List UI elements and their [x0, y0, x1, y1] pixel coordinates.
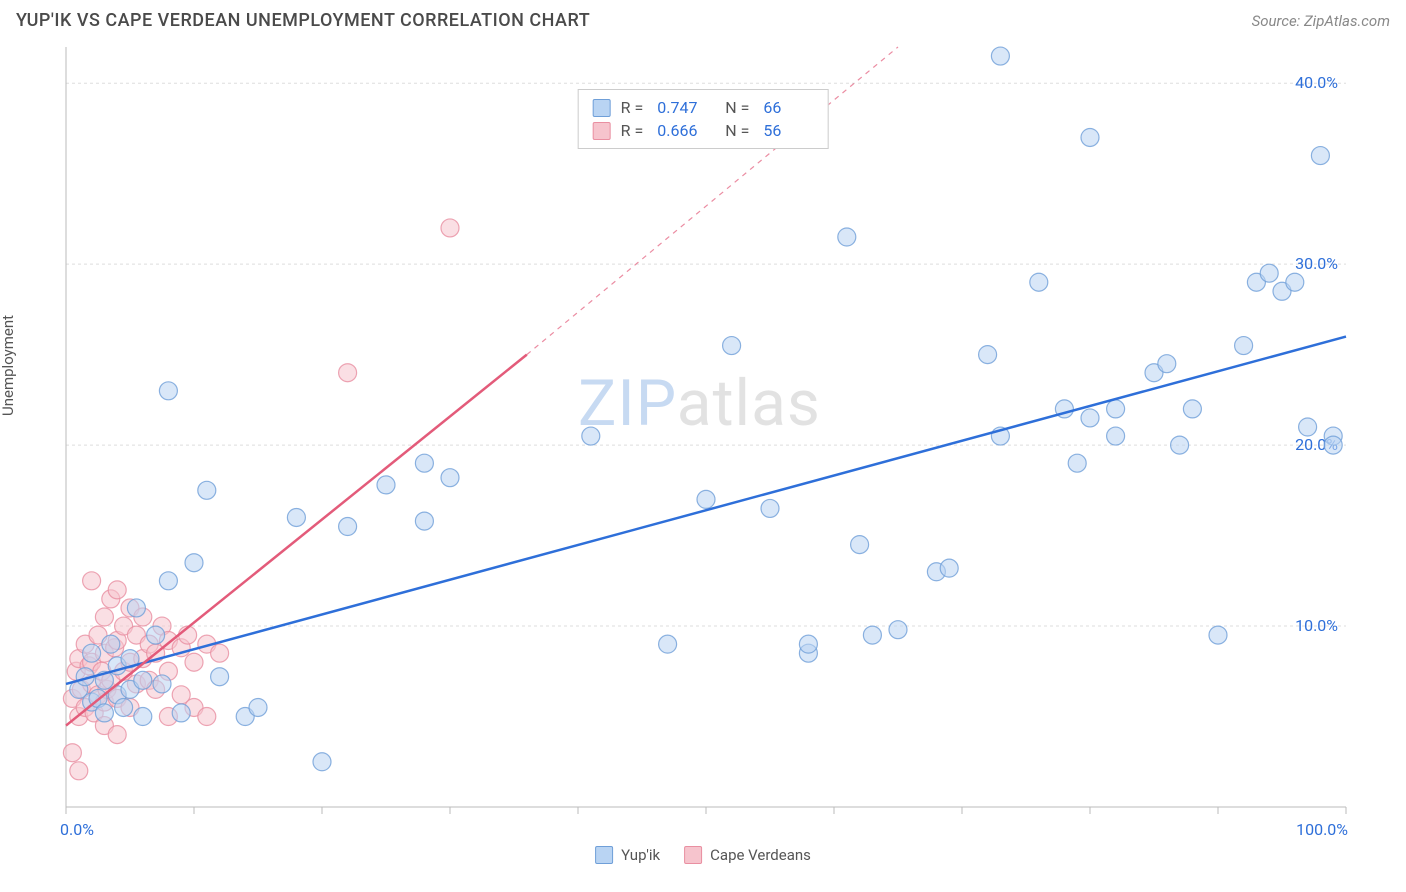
chart-header: YUP'IK VS CAPE VERDEAN UNEMPLOYMENT CORR…: [0, 0, 1406, 37]
r-label: R =: [621, 121, 648, 140]
legend-label: Cape Verdeans: [710, 846, 811, 864]
chart-area: Unemployment 10.0%20.0%30.0%40.0%0.0%100…: [16, 37, 1390, 857]
svg-text:40.0%: 40.0%: [1295, 73, 1338, 92]
r-label: R =: [621, 98, 648, 117]
correlation-legend: R = 0.747 N = 66R = 0.666 N = 56: [578, 89, 829, 149]
legend-swatch: [593, 122, 611, 140]
chart-source: Source: ZipAtlas.com: [1252, 12, 1390, 30]
svg-text:30.0%: 30.0%: [1295, 254, 1338, 273]
chart-title: YUP'IK VS CAPE VERDEAN UNEMPLOYMENT CORR…: [16, 10, 590, 31]
n-value: 66: [763, 98, 813, 117]
r-value: 0.666: [657, 121, 707, 140]
n-label: N =: [717, 98, 753, 117]
series-legend: Yup'ik Cape Verdeans: [595, 846, 811, 864]
y-axis-label: Unemployment: [0, 315, 17, 416]
svg-text:10.0%: 10.0%: [1295, 616, 1338, 635]
legend-swatch: [595, 846, 613, 864]
n-value: 56: [763, 121, 813, 140]
n-label: N =: [717, 121, 753, 140]
legend-item: Yup'ik: [595, 846, 660, 864]
legend-swatch: [684, 846, 702, 864]
svg-text:0.0%: 0.0%: [60, 820, 94, 839]
legend-item: Cape Verdeans: [684, 846, 811, 864]
legend-row: R = 0.747 N = 66: [593, 96, 814, 119]
r-value: 0.747: [657, 98, 707, 117]
scatter-chart: 10.0%20.0%30.0%40.0%0.0%100.0%: [16, 37, 1390, 857]
legend-row: R = 0.666 N = 56: [593, 119, 814, 142]
legend-label: Yup'ik: [621, 846, 660, 864]
svg-text:100.0%: 100.0%: [1296, 820, 1348, 839]
legend-swatch: [593, 99, 611, 117]
